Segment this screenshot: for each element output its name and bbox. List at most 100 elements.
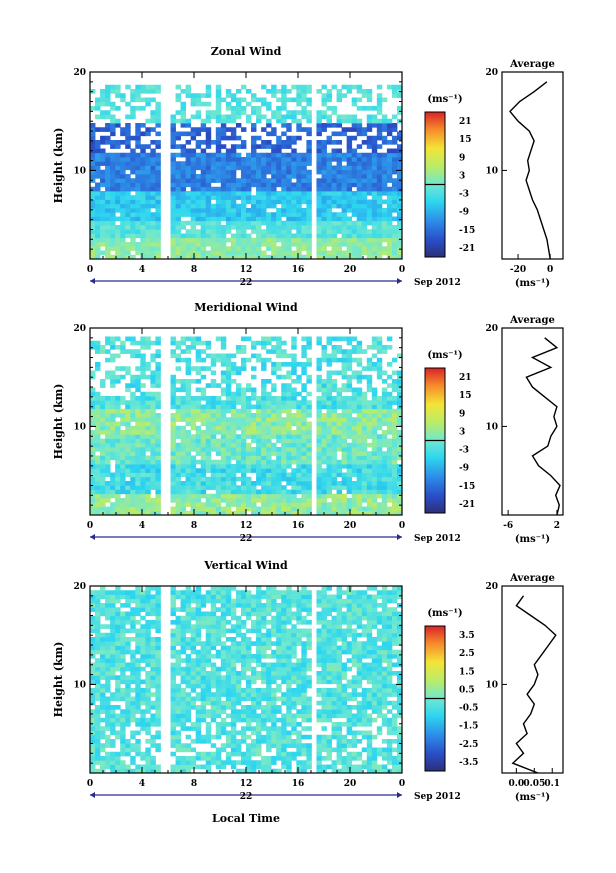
heatmap-cell: [256, 408, 262, 414]
heatmap-cell: [391, 161, 398, 166]
heatmap-cell: [331, 250, 337, 256]
heatmap-cell: [210, 700, 217, 706]
heatmap-cell: [150, 472, 156, 478]
heatmap-cell: [386, 485, 393, 490]
heatmap-cell: [150, 722, 156, 727]
heatmap-cell: [336, 400, 343, 405]
heatmap-cell: [351, 199, 358, 205]
heatmap-cell: [386, 391, 393, 397]
heatmap-cell: [296, 451, 302, 456]
heatmap-cell: [190, 131, 197, 137]
heatmap-cell: [386, 489, 393, 495]
heatmap-cell: [220, 489, 227, 495]
heatmap-cell: [296, 165, 302, 171]
heatmap-cell: [180, 489, 187, 495]
heatmap-cell: [170, 481, 176, 486]
heatmap-cell: [366, 127, 373, 132]
heatmap-cell: [371, 717, 378, 723]
heatmap-cell: [240, 498, 247, 503]
heatmap-cell: [381, 510, 388, 516]
heatmap-cell: [95, 366, 101, 371]
heatmap-cell: [331, 502, 337, 507]
heatmap-cell: [230, 165, 237, 171]
heatmap-cell: [200, 696, 207, 702]
heatmap-cell: [155, 459, 161, 465]
heatmap-cell: [271, 425, 277, 431]
heatmap-cell: [271, 216, 277, 222]
heatmap-cell: [316, 425, 322, 431]
heatmap-cell: [366, 404, 373, 410]
heatmap-cell: [346, 135, 353, 141]
heatmap-cell: [256, 135, 262, 141]
heatmap-cell: [386, 751, 393, 757]
heatmap-cell: [296, 768, 302, 774]
heatmap-cell: [376, 229, 383, 234]
heatmap-cell: [271, 84, 277, 90]
heatmap-cell: [396, 169, 403, 175]
heatmap-cell: [386, 165, 393, 171]
heatmap-cell: [391, 254, 398, 260]
heatmap-cell: [351, 756, 358, 761]
heatmap-cell: [175, 212, 181, 217]
heatmap-cell: [100, 178, 106, 183]
heatmap-cell: [95, 747, 101, 753]
heatmap-cell: [361, 186, 368, 192]
heatmap-cell: [180, 764, 187, 770]
heatmap-cell: [376, 510, 383, 516]
heatmap-cell: [240, 182, 247, 188]
heatmap-cell: [175, 169, 181, 175]
heatmap-cell: [220, 705, 227, 710]
heatmap-cell: [115, 413, 121, 418]
heatmap-cell: [180, 186, 187, 192]
heatmap-cell: [200, 123, 207, 128]
heatmap-cell: [150, 739, 156, 744]
heatmap-cell: [150, 756, 156, 761]
heatmap-cell: [230, 468, 237, 473]
heatmap-cell: [346, 118, 353, 124]
heatmap-cell: [266, 203, 272, 209]
heatmap-cell: [391, 216, 398, 222]
heatmap-cell: [215, 140, 222, 145]
heatmap-cell: [316, 493, 322, 499]
heatmap-cell: [386, 447, 393, 452]
heatmap-cell: [140, 195, 146, 200]
heatmap-cell: [95, 101, 101, 107]
heatmap-cell: [321, 152, 327, 158]
heatmap-cell: [316, 417, 322, 422]
heatmap-cell: [261, 242, 267, 247]
heatmap-cell: [105, 161, 111, 166]
heatmap-cell: [331, 225, 337, 230]
heatmap-cell: [155, 743, 161, 748]
heatmap-cell: [391, 396, 398, 401]
heatmap-cell: [155, 713, 161, 719]
heatmap-cell: [341, 455, 348, 461]
heatmap-cell: [371, 760, 378, 765]
heatmap-cell: [386, 430, 393, 435]
heatmap-cell: [336, 421, 343, 427]
heatmap-cell: [145, 700, 151, 706]
heatmap-cell: [125, 438, 131, 444]
heatmap-cell: [316, 442, 322, 448]
heatmap-cell: [361, 220, 368, 226]
heatmap-cell: [225, 506, 232, 512]
heatmap-cell: [195, 705, 202, 710]
y-axis-label: Height (km): [52, 128, 65, 204]
heatmap-cell: [200, 459, 207, 465]
heatmap-cell: [195, 489, 202, 495]
heatmap-cell: [135, 144, 141, 149]
heatmap-cell: [291, 705, 297, 710]
heatmap-cell: [240, 362, 247, 367]
heatmap-cell: [155, 182, 161, 188]
heatmap-cell: [346, 442, 353, 448]
heatmap-cell: [180, 182, 187, 188]
heatmap-cell: [105, 739, 111, 744]
heatmap-cell: [386, 216, 393, 222]
heatmap-cell: [256, 489, 262, 495]
heatmap-cell: [321, 485, 327, 490]
heatmap-cell: [125, 481, 131, 486]
heatmap-cell: [150, 237, 156, 243]
heatmap-cell: [301, 157, 307, 162]
heatmap-cell: [316, 144, 322, 149]
heatmap-cell: [246, 747, 252, 753]
heatmap-cell: [306, 84, 312, 90]
